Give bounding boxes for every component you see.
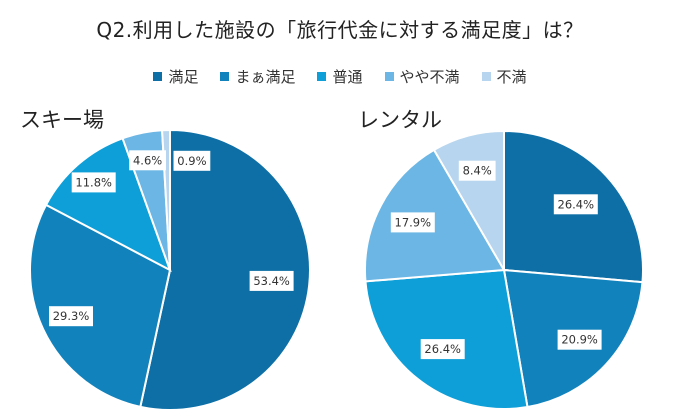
data-label-background [71, 172, 116, 193]
pie-slice-somewhat-satisfied [29, 203, 172, 409]
data-label-background [557, 329, 602, 350]
legend-label: 普通 [332, 68, 363, 86]
data-label-background [390, 212, 435, 233]
legend-swatch [153, 72, 163, 81]
pie-slice-neutral [44, 137, 172, 273]
data-label-background [173, 150, 211, 171]
legend-label: やや不満 [399, 68, 460, 86]
data-label-background [553, 194, 598, 215]
pie-slice-satisfied [139, 128, 311, 411]
data-label-neutral: 26.4% [424, 342, 461, 356]
legend-item-somewhat-dissatisfied: やや不満 [384, 66, 460, 87]
data-label-satisfied: 53.4% [253, 274, 290, 288]
legend-item-somewhat-satisfied: まぁ満足 [220, 66, 295, 87]
legend-item-dissatisfied: 不満 [481, 66, 527, 87]
data-label-somewhat-dissatisfied: 4.6% [133, 153, 162, 167]
legend-label: 満足 [168, 68, 199, 86]
chart-title: Q2.利用した施設の「旅行代金に対する満足度」は？ [96, 18, 584, 42]
data-label-neutral: 11.8% [75, 175, 112, 189]
legend-swatch [384, 72, 394, 81]
legend: 満足 まぁ満足 普通 やや不満 不満 [0, 66, 680, 87]
legend-label: まぁ満足 [235, 68, 296, 86]
pie-rental: 26.4% 20.9% 26.4% 17.9% 8.4% [364, 129, 644, 410]
legend-item-neutral: 普通 [317, 66, 363, 87]
data-label-background [458, 160, 496, 181]
pie-title-ski-resort: スキー場 [20, 108, 104, 132]
data-label-satisfied: 26.4% [558, 197, 595, 211]
pie-ski-resort: 53.4% 29.3% 11.8% 4.6% 0.9% [29, 128, 311, 411]
legend-swatch [481, 72, 491, 81]
data-label-background [420, 339, 465, 360]
legend-swatch [317, 72, 327, 81]
data-label-background [49, 306, 93, 327]
data-label-somewhat-satisfied: 20.9% [561, 333, 598, 347]
data-label-background [129, 150, 166, 171]
legend-label: 不満 [496, 68, 527, 86]
data-label-background [249, 270, 294, 291]
data-label-dissatisfied: 0.9% [177, 154, 206, 168]
data-label-somewhat-dissatisfied: 17.9% [395, 215, 432, 229]
pie-title-rental: レンタル [358, 108, 442, 132]
legend-item-satisfied: 満足 [153, 66, 198, 87]
data-label-somewhat-satisfied: 29.3% [53, 309, 90, 323]
data-label-dissatisfied: 8.4% [463, 164, 492, 178]
legend-swatch [220, 72, 230, 81]
